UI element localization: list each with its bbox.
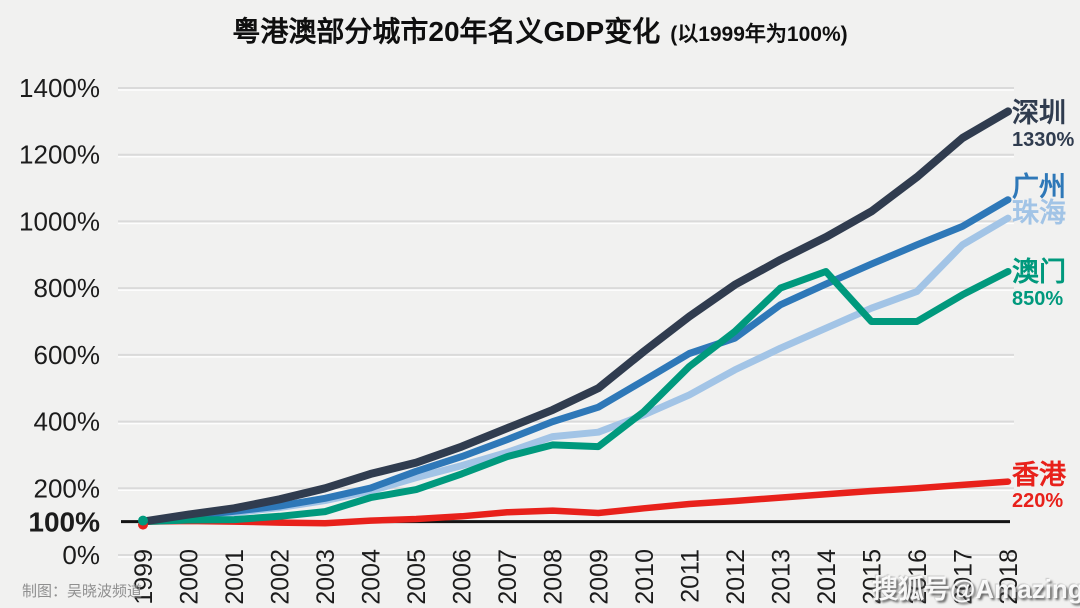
y-axis-label-0: 0% <box>62 540 100 570</box>
x-axis-label-2010: 2010 <box>631 549 659 605</box>
series-label-hongkong: 香港 <box>1012 460 1066 490</box>
y-axis-label-400: 400% <box>34 407 101 437</box>
x-axis-label-2014: 2014 <box>813 549 841 605</box>
chart-credit: 制图：吴晓波频道 <box>22 583 143 600</box>
series-endvalue-hongkong: 220% <box>1012 490 1064 512</box>
x-axis-label-2018: 2018 <box>995 549 1023 605</box>
series-endvalue-shenzhen: 1330% <box>1012 129 1075 151</box>
x-axis-label-2017: 2017 <box>949 549 977 605</box>
series-label-zhuhai: 珠海 <box>1012 198 1066 228</box>
y-axis-label-1200: 1200% <box>19 140 100 170</box>
y-axis-label-100: 100% <box>28 507 100 538</box>
x-axis-label-2001: 2001 <box>221 549 249 605</box>
y-axis-label-800: 800% <box>34 273 101 303</box>
series-line-hongkong <box>139 478 1012 527</box>
chart-title-main: 粤港澳部分城市20年名义GDP变化 <box>232 16 661 47</box>
y-axis-label-1000: 1000% <box>19 206 100 236</box>
x-axis-label-2016: 2016 <box>904 549 932 605</box>
series-label-macau: 澳门 <box>1012 257 1066 287</box>
series-line-macau <box>139 268 1012 526</box>
series-label-guangzhou: 广州 <box>1012 172 1066 202</box>
watermark-sohu: 搜狐号@Amazing <box>872 574 1080 604</box>
x-axis-label-2006: 2006 <box>449 549 477 605</box>
x-axis-label-2004: 2004 <box>358 549 386 605</box>
y-axis-label-200: 200% <box>34 473 101 503</box>
x-axis-label-2011: 2011 <box>676 549 704 603</box>
series-line-shenzhen <box>139 107 1012 526</box>
x-axis-label-2002: 2002 <box>267 549 295 605</box>
x-axis-label-2015: 2015 <box>858 549 886 605</box>
x-axis-label-2007: 2007 <box>494 549 522 605</box>
x-axis-label-2009: 2009 <box>585 549 613 605</box>
x-axis-label-2008: 2008 <box>540 549 568 605</box>
x-axis-label-2013: 2013 <box>767 549 795 605</box>
x-axis-label-2000: 2000 <box>176 549 204 605</box>
x-axis-label-2005: 2005 <box>403 549 431 605</box>
x-axis-label-2012: 2012 <box>722 549 750 605</box>
x-axis-label-1999: 1999 <box>130 549 158 605</box>
series-line-guangzhou <box>139 196 1012 526</box>
y-axis-label-600: 600% <box>34 340 101 370</box>
chart-title-qualifier: (以1999年为100%) <box>670 23 848 46</box>
start-dot-macau <box>138 515 148 526</box>
series-endvalue-macau: 850% <box>1012 288 1064 310</box>
x-axis-label-2003: 2003 <box>312 549 340 605</box>
series-label-shenzhen: 深圳 <box>1012 98 1066 128</box>
chart-title: 粤港澳部分城市20年名义GDP变化 (以1999年为100%) <box>0 14 1080 55</box>
y-axis-label-1400: 1400% <box>19 73 100 103</box>
